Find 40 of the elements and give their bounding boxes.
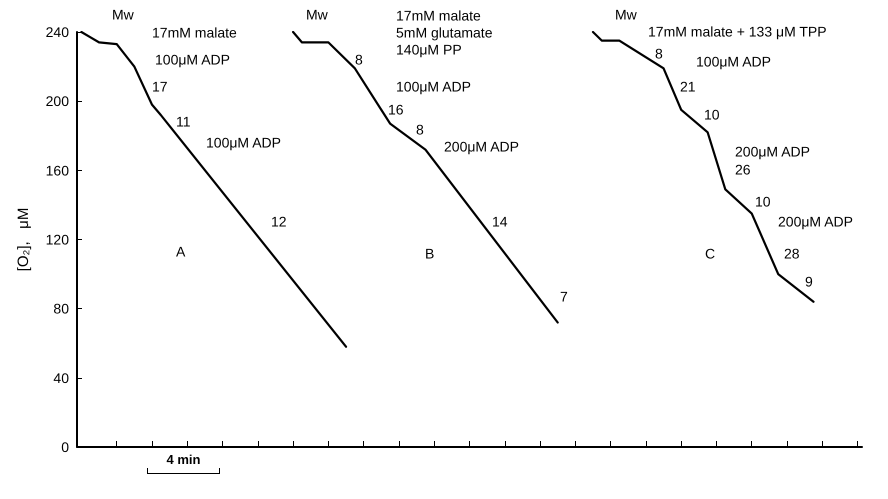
annotation: 26 [735, 162, 751, 178]
y-tick-label: 120 [46, 232, 70, 248]
text: Mw [306, 6, 329, 22]
annotation: 9 [805, 274, 813, 290]
annotation: 17mM malate 5mM glutamate 140μM PP [396, 8, 493, 58]
text: Mw [615, 6, 638, 22]
annotation: 12 [271, 214, 287, 230]
annotation: 28 [784, 246, 800, 262]
annotation: 17mM malate + 133 μM TPP [648, 24, 827, 40]
annotation: 200μM ADP [735, 144, 810, 160]
y-axis-title: [O₂], μM [15, 208, 32, 272]
annotation: 17 [152, 78, 168, 94]
y-tick-label: 0 [61, 439, 70, 455]
text: Mw [112, 6, 135, 22]
annotation: 100μM ADP [396, 78, 471, 94]
annotation: 200μM ADP [778, 214, 853, 230]
annotation: 100μM ADP [696, 54, 771, 70]
annotation: 17mM malate [152, 24, 238, 40]
annotation: 7 [560, 288, 568, 304]
y-tick-label: 240 [46, 24, 70, 40]
text: 4 min [166, 452, 202, 467]
annotation: 100μM ADP [155, 52, 230, 68]
annotation: 10 [704, 106, 720, 122]
annotation: 8 [655, 46, 663, 62]
annotation: 8 [355, 52, 363, 68]
annotation: 14 [492, 214, 508, 230]
annotation: 10 [755, 194, 771, 210]
annotation: B [425, 246, 434, 262]
annotation: 100μM ADP [206, 134, 281, 150]
annotation: 11 [176, 114, 191, 130]
annotation: 21 [680, 78, 696, 94]
annotation: A [176, 244, 186, 260]
y-tick-label: 80 [53, 300, 70, 317]
y-tick-label: 40 [53, 370, 70, 386]
y-tick-label: 200 [46, 93, 70, 110]
y-tick-label: 160 [46, 162, 70, 178]
annotation: C [705, 246, 716, 262]
annotation: 200μM ADP [444, 138, 519, 154]
annotation: 8 [416, 122, 424, 138]
annotation: 16 [388, 102, 404, 118]
